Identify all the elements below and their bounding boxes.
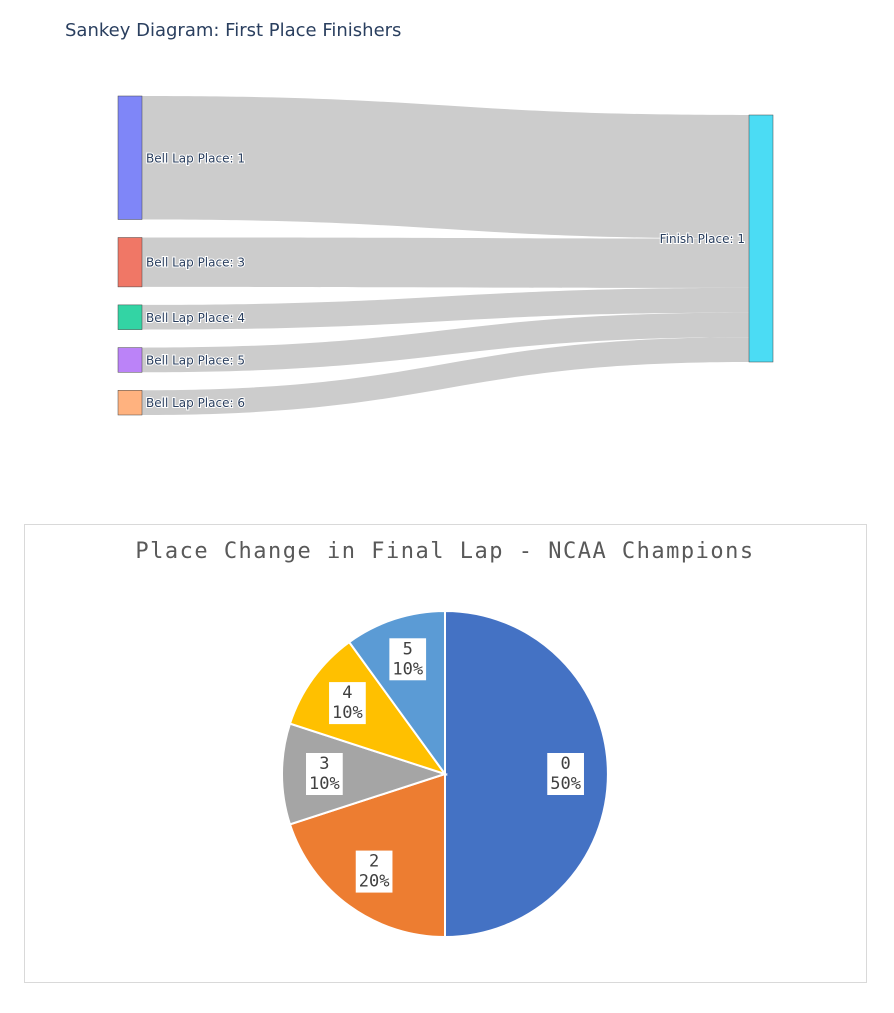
sankey-node <box>117 304 143 330</box>
pie-slice <box>444 609 609 939</box>
slice-value-label: 50% <box>550 774 581 794</box>
sankey-node <box>117 390 143 416</box>
sankey-node <box>117 95 143 220</box>
label-box <box>306 753 343 795</box>
node-label: Bell Lap Place: 4 <box>146 311 245 325</box>
slice-category: 5 <box>403 639 413 659</box>
sankey-link <box>142 237 749 288</box>
node-label: Finish Place: 1 <box>660 232 745 246</box>
sankey-link <box>142 287 749 330</box>
sankey-node <box>117 237 143 288</box>
pie-title: Place Change in Final Lap - NCAA Champio… <box>135 539 754 564</box>
slice-value-label: 10% <box>309 774 340 794</box>
links <box>142 96 749 415</box>
node-label: Bell Lap Place: 1 <box>146 151 245 165</box>
node-label: Bell Lap Place: 3 <box>146 256 245 270</box>
slice-category: 3 <box>319 754 329 774</box>
pie-slice <box>288 640 448 776</box>
pie-slice <box>281 722 449 826</box>
sankey-node <box>748 114 774 363</box>
label-box <box>547 753 584 795</box>
label-box <box>355 850 393 893</box>
slice-value-label: 10% <box>332 703 363 723</box>
node-label: Bell Lap Place: 5 <box>146 353 245 367</box>
sankey-link <box>142 337 749 415</box>
slice-value-label: 10% <box>392 659 423 679</box>
label-box <box>389 638 427 681</box>
slice-category: 0 <box>560 754 570 774</box>
node-label: Bell Lap Place: 6 <box>146 396 245 410</box>
label-box <box>329 682 366 725</box>
sankey-link <box>142 96 749 239</box>
slice-value-label: 20% <box>359 872 390 892</box>
slice-category: 4 <box>342 683 352 703</box>
sankey-link <box>142 312 749 373</box>
slice-category: 2 <box>369 852 379 872</box>
sankey-node <box>117 347 143 373</box>
sankey-title: Sankey Diagram: First Place Finishers <box>65 20 401 41</box>
